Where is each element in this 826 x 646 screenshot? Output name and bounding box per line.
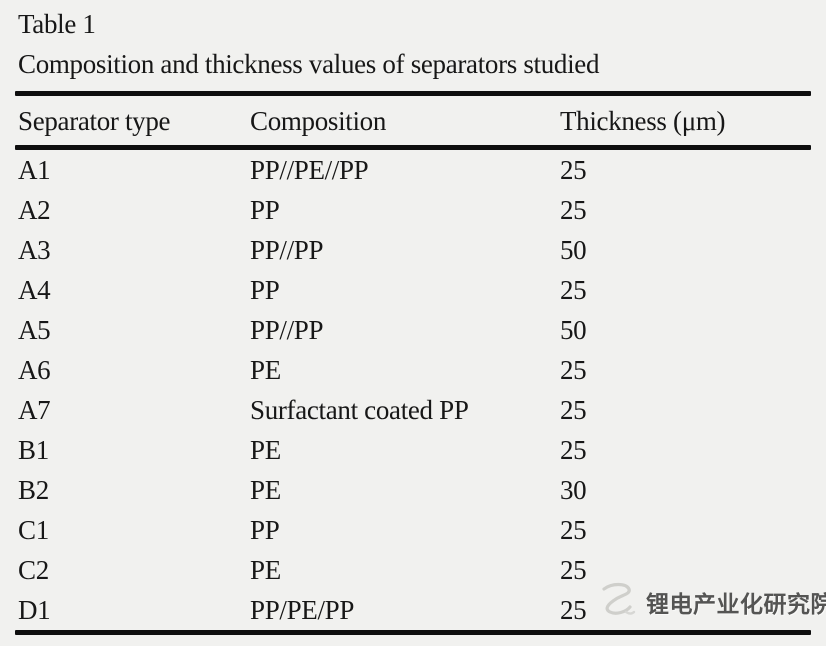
cell-composition: PE xyxy=(250,355,281,385)
cell-composition: PP//PP xyxy=(250,315,324,345)
cell-thickness: 25 xyxy=(560,435,587,465)
table-header-row: Separator type Composition Thickness (μm… xyxy=(18,100,826,142)
cell-separator-type: A2 xyxy=(18,195,51,225)
table-row: C2 PE 25 xyxy=(18,550,826,590)
cell-composition: PE xyxy=(250,475,281,505)
table-row: D1 PP/PE/PP 25 xyxy=(18,590,826,630)
cell-composition: Surfactant coated PP xyxy=(250,395,469,425)
cell-composition: PP//PE//PP xyxy=(250,155,369,185)
cell-thickness: 50 xyxy=(560,235,587,265)
cell-separator-type: A6 xyxy=(18,355,51,385)
cell-composition: PP xyxy=(250,195,280,225)
table-label: Table 1 xyxy=(18,9,96,39)
cell-composition: PP xyxy=(250,515,280,545)
cell-thickness: 50 xyxy=(560,315,587,345)
cell-separator-type: A5 xyxy=(18,315,51,345)
cell-composition: PP//PP xyxy=(250,235,324,265)
cell-separator-type: A7 xyxy=(18,395,51,425)
table-row: A5 PP//PP 50 xyxy=(18,310,826,350)
table-bottom-rule xyxy=(15,630,811,635)
cell-separator-type: C2 xyxy=(18,555,49,585)
table-caption: Composition and thickness values of sepa… xyxy=(18,49,600,79)
cell-composition: PE xyxy=(250,435,281,465)
cell-thickness: 25 xyxy=(560,515,587,545)
cell-separator-type: A1 xyxy=(18,155,51,185)
cell-separator-type: D1 xyxy=(18,595,51,625)
cell-thickness: 25 xyxy=(560,195,587,225)
column-header-separator-type: Separator type xyxy=(18,106,171,136)
cell-thickness: 25 xyxy=(560,355,587,385)
cell-thickness: 25 xyxy=(560,555,587,585)
table-row: A6 PE 25 xyxy=(18,350,826,390)
table-row: B1 PE 25 xyxy=(18,430,826,470)
table-body: A1 PP//PE//PP 25 A2 PP 25 A3 PP//PP 50 A… xyxy=(0,150,810,630)
cell-separator-type: B2 xyxy=(18,475,49,505)
column-header-composition: Composition xyxy=(250,106,387,136)
cell-composition: PP/PE/PP xyxy=(250,595,355,625)
cell-separator-type: A3 xyxy=(18,235,51,265)
table-row: B2 PE 30 xyxy=(18,470,826,510)
cell-separator-type: A4 xyxy=(18,275,51,305)
cell-composition: PP xyxy=(250,275,280,305)
table-row: A1 PP//PE//PP 25 xyxy=(18,150,826,190)
cell-separator-type: C1 xyxy=(18,515,49,545)
cell-thickness: 30 xyxy=(560,475,587,505)
cell-thickness: 25 xyxy=(560,275,587,305)
cell-thickness: 25 xyxy=(560,595,587,625)
cell-composition: PE xyxy=(250,555,281,585)
cell-thickness: 25 xyxy=(560,155,587,185)
table-row: A3 PP//PP 50 xyxy=(18,230,826,270)
table-top-rule xyxy=(15,91,811,96)
table-row: A2 PP 25 xyxy=(18,190,826,230)
cell-separator-type: B1 xyxy=(18,435,49,465)
table-header-rule xyxy=(15,145,811,150)
table-row: A4 PP 25 xyxy=(18,270,826,310)
column-header-thickness: Thickness (μm) xyxy=(560,106,726,136)
table-row: A7 Surfactant coated PP 25 xyxy=(18,390,826,430)
cell-thickness: 25 xyxy=(560,395,587,425)
table-row: C1 PP 25 xyxy=(18,510,826,550)
